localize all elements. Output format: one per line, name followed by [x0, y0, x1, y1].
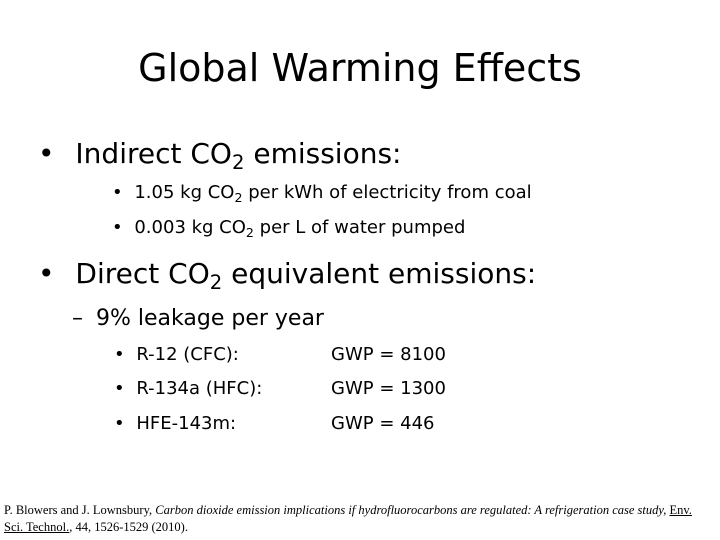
dash-icon: – — [72, 306, 83, 331]
subscript-2: 2 — [231, 150, 245, 174]
subscript-2: 2 — [209, 270, 223, 294]
direct-heading-text: Direct CO — [75, 257, 210, 290]
refrigerant-row: • HFE-143m: — [114, 412, 236, 436]
bullet-direct-emissions: • Direct CO2 equivalent emissions: — [38, 256, 536, 292]
item-text: 0.003 kg CO — [134, 217, 246, 238]
citation-journal-link[interactable]: Env. Sci. Technol. — [4, 503, 692, 534]
refrigerant-gwp: GWP = 446 — [331, 413, 435, 434]
refrigerant-row: • R-12 (CFC): — [114, 343, 239, 367]
refrigerant-gwp: GWP = 1300 — [331, 378, 446, 399]
indirect-item-electricity: • 1.05 kg CO2 per kWh of electricity fro… — [112, 181, 532, 205]
bullet-icon: • — [112, 182, 123, 203]
indirect-item-water: • 0.003 kg CO2 per L of water pumped — [112, 216, 465, 240]
refrigerant-row: • R-134a (HFC): — [114, 377, 262, 401]
leakage-subheading: – 9% leakage per year — [72, 304, 324, 334]
leakage-text: 9% leakage per year — [96, 306, 324, 331]
bullet-icon: • — [114, 413, 125, 434]
subscript-2: 2 — [245, 224, 254, 240]
slide-title: Global Warming Effects — [138, 46, 582, 90]
bullet-indirect-emissions: • Indirect CO2 emissions: — [38, 136, 401, 172]
indirect-heading-text: Indirect CO — [75, 137, 232, 170]
refrigerant-gwp: GWP = 8100 — [331, 344, 446, 365]
citation-details: , 44, 1526-1529 (2010). — [69, 520, 188, 534]
direct-heading-suffix: equivalent emissions: — [222, 257, 537, 290]
item-suffix: per kWh of electricity from coal — [242, 182, 532, 203]
bullet-icon: • — [38, 257, 55, 290]
refrigerant-name: HFE-143m: — [136, 413, 237, 434]
citation: P. Blowers and J. Lownsbury, Carbon diox… — [4, 502, 704, 536]
item-text: 1.05 kg CO — [134, 182, 235, 203]
citation-authors: P. Blowers and J. Lownsbury, — [4, 503, 156, 517]
indirect-heading-suffix: emissions: — [244, 137, 402, 170]
item-suffix: per L of water pumped — [253, 217, 466, 238]
bullet-icon: • — [114, 378, 125, 399]
citation-separator: , — [663, 503, 670, 517]
bullet-icon: • — [112, 217, 123, 238]
bullet-icon: • — [38, 137, 55, 170]
refrigerant-name: R-134a (HFC): — [136, 378, 263, 399]
citation-title: Carbon dioxide emission implications if … — [155, 503, 664, 517]
bullet-icon: • — [114, 344, 125, 365]
refrigerant-name: R-12 (CFC): — [136, 344, 239, 365]
subscript-2: 2 — [234, 189, 243, 205]
